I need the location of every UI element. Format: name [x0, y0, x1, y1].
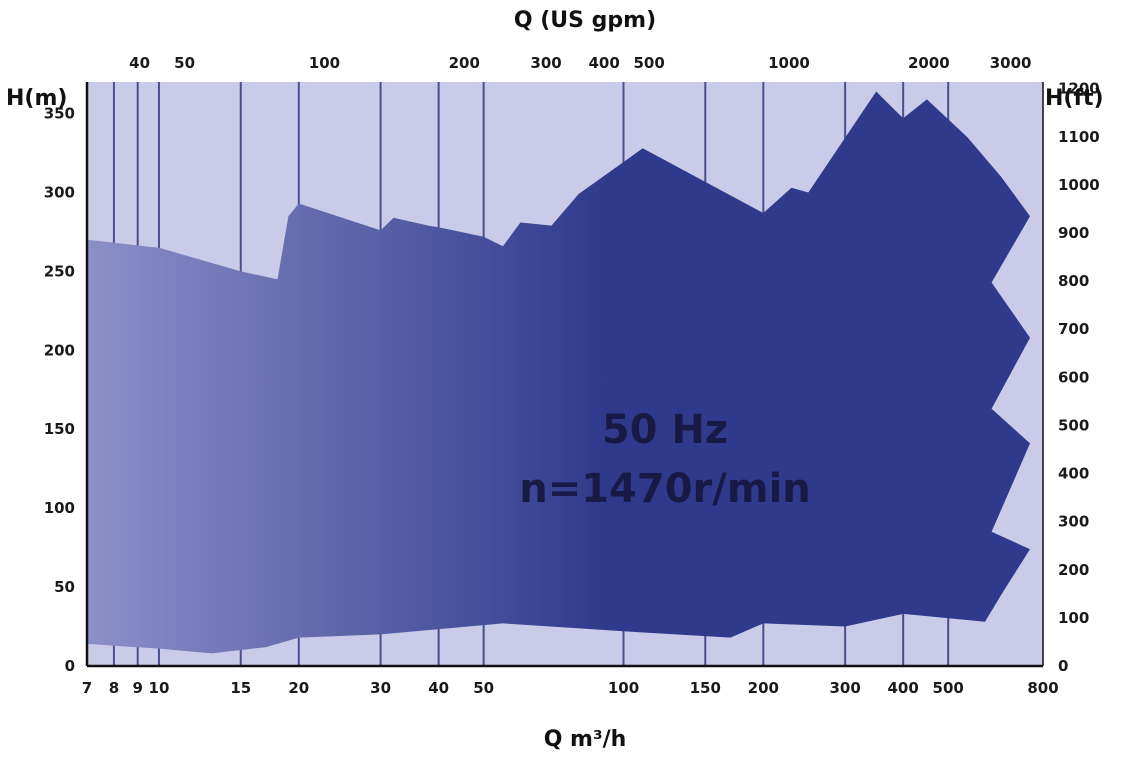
x2-tick-label-300: 300	[530, 54, 561, 72]
y-tick-label-350: 350	[44, 105, 75, 123]
y2-tick-label-400: 400	[1058, 465, 1089, 483]
y2-tick-label-1200: 1200	[1058, 80, 1100, 98]
x2-tick-label-200: 200	[449, 54, 480, 72]
x-tick-label-9: 9	[132, 679, 142, 697]
y-axis-title: H(m)	[6, 86, 67, 111]
y2-tick-label-600: 600	[1058, 368, 1089, 386]
y2-tick-label-200: 200	[1058, 561, 1089, 579]
y2-axis-title: H(ft)	[1045, 86, 1104, 111]
y-tick-label-250: 250	[44, 262, 75, 280]
y2-tick-label-500: 500	[1058, 416, 1089, 434]
x2-tick-label-1000: 1000	[768, 54, 810, 72]
x-tick-label-200: 200	[748, 679, 779, 697]
x-axis-title: Q m³/h	[544, 727, 627, 752]
x2-tick-label-100: 100	[309, 54, 340, 72]
x-tick-label-40: 40	[428, 679, 449, 697]
y2-tick-label-700: 700	[1058, 320, 1089, 338]
x-tick-label-50: 50	[473, 679, 494, 697]
x-tick-label-10: 10	[149, 679, 170, 697]
x-tick-label-15: 15	[230, 679, 251, 697]
y-tick-label-0: 0	[65, 657, 75, 675]
axes	[85, 82, 1044, 668]
y-tick-label-300: 300	[44, 183, 75, 201]
x-tick-label-150: 150	[690, 679, 721, 697]
x-tick-label-30: 30	[370, 679, 391, 697]
x2-tick-label-2000: 2000	[908, 54, 950, 72]
coverage-area	[87, 91, 1030, 654]
x-tick-label-100: 100	[608, 679, 639, 697]
y2-tick-label-100: 100	[1058, 609, 1089, 627]
x-tick-label-800: 800	[1027, 679, 1058, 697]
x2-tick-label-400: 400	[588, 54, 619, 72]
x2-tick-label-3000: 3000	[990, 54, 1032, 72]
y-tick-label-100: 100	[44, 499, 75, 517]
x2-tick-label-50: 50	[174, 54, 195, 72]
y-tick-label-150: 150	[44, 420, 75, 438]
y2-tick-label-0: 0	[1058, 657, 1068, 675]
frequency-label: 50 Hz	[602, 407, 728, 453]
y2-tick-label-900: 900	[1058, 224, 1089, 242]
x2-tick-label-40: 40	[129, 54, 150, 72]
x-tick-label-500: 500	[933, 679, 964, 697]
y2-tick-label-300: 300	[1058, 513, 1089, 531]
x-tick-label-7: 7	[82, 679, 92, 697]
speed-label: n=1470r/min	[519, 466, 811, 512]
y2-tick-label-1000: 1000	[1058, 176, 1100, 194]
x-tick-label-300: 300	[829, 679, 860, 697]
x-tick-label-8: 8	[109, 679, 119, 697]
y-tick-label-50: 50	[54, 578, 75, 596]
y2-tick-label-1100: 1100	[1058, 128, 1100, 146]
x2-axis-title: Q (US gpm)	[514, 8, 656, 33]
x-tick-label-400: 400	[888, 679, 919, 697]
x2-tick-label-500: 500	[633, 54, 664, 72]
y2-tick-label-800: 800	[1058, 272, 1089, 290]
y-tick-label-200: 200	[44, 341, 75, 359]
x-tick-label-20: 20	[288, 679, 309, 697]
